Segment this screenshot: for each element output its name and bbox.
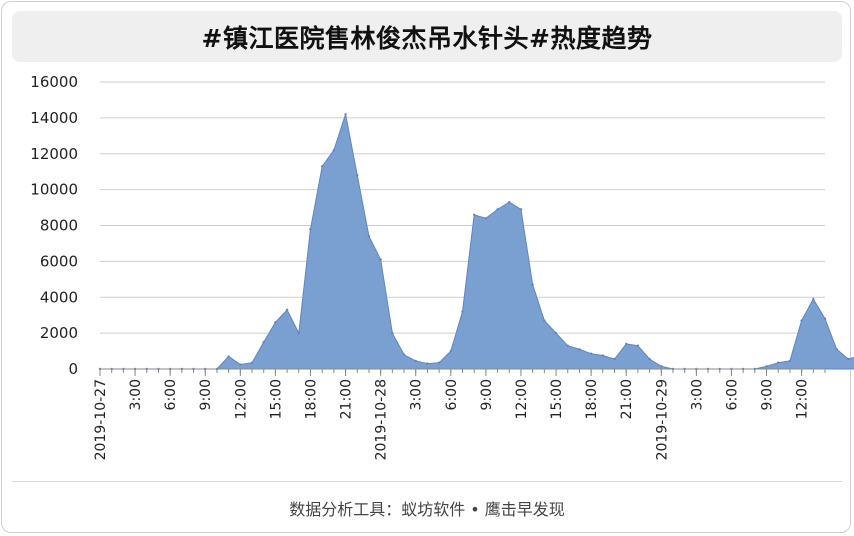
data-point	[472, 213, 476, 216]
x-tick-label: 21:00	[339, 379, 355, 419]
y-tick-label: 16000	[30, 73, 78, 91]
data-point	[309, 227, 312, 231]
data-point	[625, 342, 628, 346]
x-tick-label: 15:00	[549, 379, 565, 419]
footer-divider	[12, 481, 842, 482]
y-tick-label: 14000	[30, 109, 78, 127]
data-point	[543, 319, 546, 322]
data-point	[648, 357, 651, 361]
x-tick-label: 21:00	[619, 379, 635, 419]
x-tick-label: 6:00	[163, 379, 179, 410]
data-point	[344, 113, 347, 116]
data-point	[414, 359, 417, 363]
data-point	[847, 357, 850, 361]
x-tick-label: 3:00	[128, 379, 144, 410]
x-tick-label: 3:00	[689, 379, 705, 410]
x-tick-label: 18:00	[584, 379, 600, 419]
data-point	[426, 362, 429, 365]
y-tick-label: 0	[68, 360, 78, 378]
series-area	[100, 114, 854, 370]
data-point	[601, 354, 605, 357]
data-point	[402, 353, 406, 356]
data-point	[461, 310, 464, 313]
data-point	[285, 308, 289, 312]
data-point	[437, 361, 441, 364]
x-tick-label: 12:00	[514, 379, 530, 419]
data-point	[765, 365, 768, 368]
data-point	[250, 361, 254, 364]
title-bar: #镇江医院售林俊杰吊水针头#热度趋势	[12, 11, 842, 62]
y-tick-label: 4000	[40, 288, 78, 306]
data-point	[788, 359, 792, 363]
x-tick-label: 2019-10-29	[654, 379, 670, 460]
data-point	[484, 217, 488, 220]
data-point	[660, 365, 663, 368]
data-point	[227, 355, 230, 358]
data-point	[274, 321, 277, 324]
x-tick-label: 2019-10-27	[93, 379, 109, 460]
x-tick-label: 9:00	[760, 379, 776, 410]
x-tick-label: 9:00	[479, 379, 495, 410]
data-point	[332, 148, 336, 152]
data-point	[777, 361, 780, 364]
data-point	[262, 340, 265, 344]
data-point	[519, 208, 523, 211]
chart-title: #镇江医院售林俊杰吊水针头#热度趋势	[201, 23, 653, 53]
data-point	[636, 344, 640, 347]
data-point	[835, 348, 838, 351]
x-tick-label: 18:00	[303, 379, 319, 419]
data-point	[496, 208, 499, 211]
data-point	[823, 317, 827, 320]
footer-source: 数据分析工具：蚁坊软件 • 鹰击早发现	[289, 500, 565, 519]
x-tick-label: 6:00	[724, 379, 740, 410]
y-tick-label: 2000	[40, 324, 78, 342]
x-tick-label: 9:00	[198, 379, 214, 410]
y-tick-label: 10000	[30, 181, 78, 199]
data-point	[800, 319, 803, 322]
data-point	[320, 165, 324, 168]
data-point	[239, 363, 242, 366]
data-point	[812, 297, 815, 301]
data-point	[613, 357, 616, 361]
y-tick-label: 6000	[40, 252, 78, 270]
y-tick-label: 8000	[40, 217, 78, 235]
x-tick-label: 12:00	[795, 379, 811, 419]
data-point	[589, 352, 593, 355]
data-point	[531, 283, 534, 286]
data-point	[379, 258, 382, 261]
data-point	[554, 331, 558, 335]
x-tick-label: 6:00	[444, 379, 460, 410]
x-tick-label: 3:00	[409, 379, 425, 410]
y-tick-label: 12000	[30, 145, 78, 163]
x-tick-label: 2019-10-28	[374, 379, 390, 460]
data-point	[391, 331, 394, 335]
data-point	[367, 235, 371, 238]
data-point	[578, 348, 581, 351]
data-point	[566, 344, 569, 347]
data-point	[356, 174, 359, 177]
data-point	[449, 349, 453, 353]
x-tick-label: 12:00	[233, 379, 249, 419]
data-point	[297, 331, 300, 335]
x-tick-label: 15:00	[268, 379, 284, 419]
data-point	[508, 200, 511, 204]
